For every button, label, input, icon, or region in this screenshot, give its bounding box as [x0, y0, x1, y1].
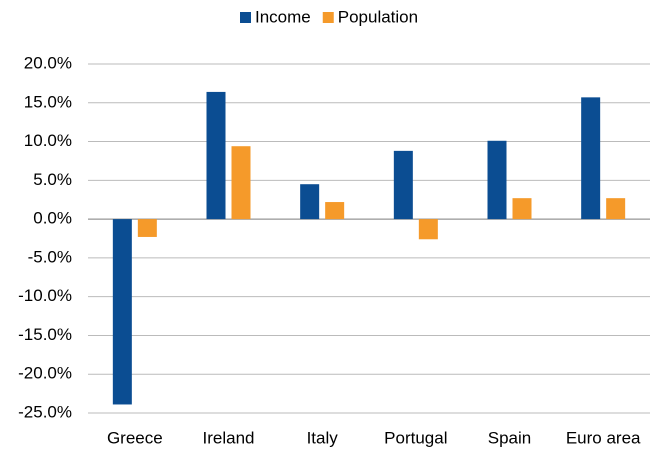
- x-tick-label: Italy: [307, 428, 339, 447]
- bar: [137, 219, 157, 237]
- y-tick-label: 0.0%: [33, 209, 72, 228]
- bar: [231, 146, 251, 220]
- x-tick-label: Ireland: [203, 428, 255, 447]
- y-tick-label: -20.0%: [18, 364, 72, 383]
- bar: [512, 198, 532, 220]
- legend-swatch: [322, 12, 334, 23]
- bar: [393, 150, 413, 220]
- bar: [487, 140, 507, 220]
- x-tick-label: Greece: [107, 428, 163, 447]
- legend-label: Income: [255, 7, 311, 26]
- y-tick-label: -25.0%: [18, 402, 72, 421]
- legend-label: Population: [338, 7, 418, 26]
- bar: [325, 202, 345, 220]
- bar: [581, 97, 601, 220]
- y-tick-label: 15.0%: [24, 92, 72, 111]
- y-tick-label: -15.0%: [18, 325, 72, 344]
- x-tick-label: Euro area: [566, 428, 641, 447]
- x-tick-label: Spain: [488, 428, 531, 447]
- bar: [206, 91, 226, 220]
- y-tick-label: 5.0%: [33, 170, 72, 189]
- bar: [418, 219, 438, 240]
- y-tick-label: 20.0%: [24, 53, 72, 72]
- bar: [606, 198, 626, 220]
- legend-swatch: [240, 12, 251, 23]
- bar: [112, 219, 132, 405]
- x-tick-label: Portugal: [384, 428, 447, 447]
- y-tick-label: -5.0%: [28, 247, 72, 266]
- bar: [300, 184, 320, 220]
- y-tick-label: 10.0%: [24, 131, 72, 150]
- y-tick-label: -10.0%: [18, 286, 72, 305]
